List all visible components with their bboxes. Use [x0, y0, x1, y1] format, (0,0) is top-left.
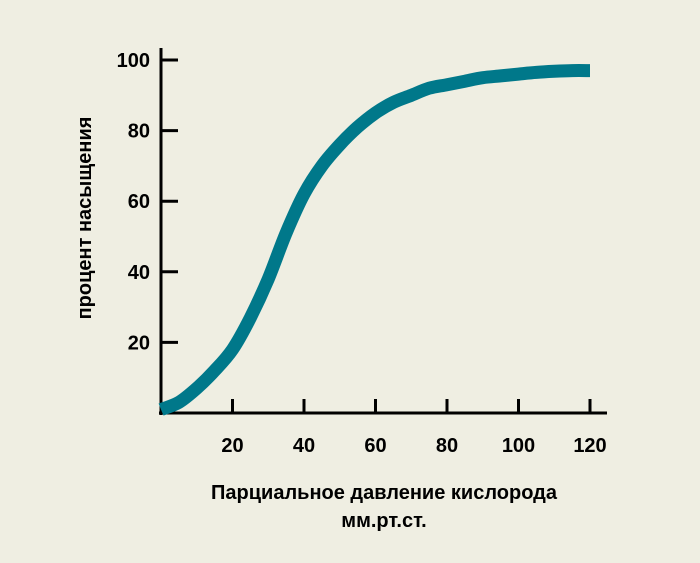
- x-tick-label: 40: [293, 435, 315, 457]
- y-axis-title: процент насыщения: [74, 117, 96, 320]
- x-tick-label: 100: [502, 435, 535, 457]
- x-axis-unit: мм.рт.ст.: [341, 510, 426, 532]
- x-axis-title: Парциальное давление кислорода: [211, 482, 558, 504]
- y-tick-label: 80: [128, 121, 150, 143]
- y-tick-label: 20: [128, 332, 150, 354]
- x-tick-label: 20: [221, 435, 243, 457]
- saturation-curve: [158, 64, 591, 416]
- x-tick-label: 80: [436, 435, 458, 457]
- y-tick-label: 60: [128, 191, 150, 213]
- x-tick-label: 120: [573, 435, 606, 457]
- y-tick-label: 100: [117, 50, 150, 72]
- y-tick-label: 40: [128, 262, 150, 284]
- x-tick-label: 60: [364, 435, 386, 457]
